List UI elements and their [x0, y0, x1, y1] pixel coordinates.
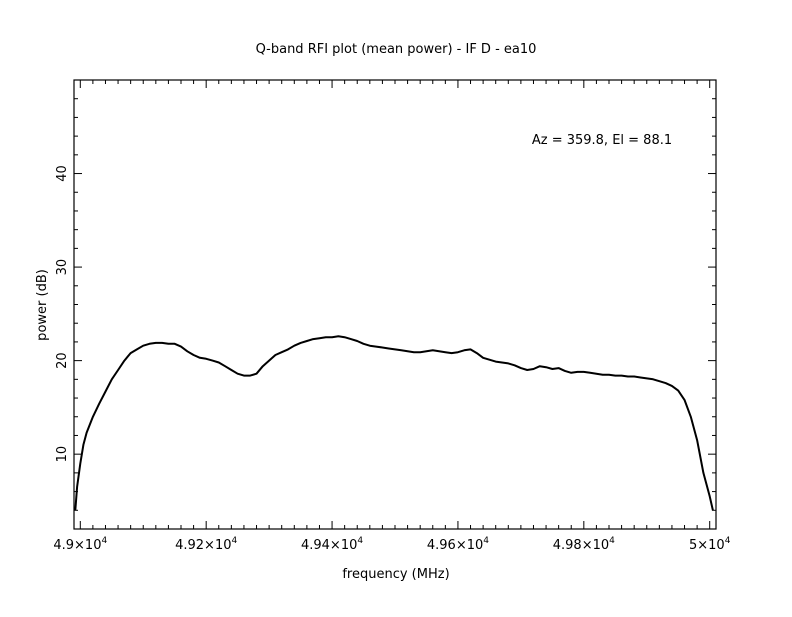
y-tick-label: 30: [55, 259, 70, 276]
x-tick-label: 5×104: [689, 536, 731, 553]
x-tick-base: 5×10: [689, 538, 725, 553]
y-tick-label: 20: [55, 352, 70, 369]
y-axis-label: power (dB): [35, 269, 50, 341]
x-tick-label: 4.9×104: [53, 536, 107, 553]
x-tick-base: 4.92×10: [175, 538, 231, 553]
x-tick-label: 4.94×104: [301, 536, 363, 553]
x-axis: 4.9×104 4.92×104 4.94×104 4.96×104 4.98×104 5…: [53, 80, 731, 553]
x-tick-exponent: 4: [609, 536, 615, 546]
az-el-annotation: Az = 359.8, El = 88.1: [532, 133, 672, 148]
x-axis-label: frequency (MHz): [342, 567, 449, 582]
x-tick-label: 4.92×104: [175, 536, 237, 553]
x-tick-exponent: 4: [232, 536, 238, 546]
y-tick-label: 40: [55, 165, 70, 182]
x-tick-label: 4.98×104: [553, 536, 615, 553]
y-tick-label: 10: [55, 446, 70, 463]
x-tick-base: 4.98×10: [553, 538, 609, 553]
x-tick-label: 4.96×104: [427, 536, 489, 553]
x-tick-base: 4.96×10: [427, 538, 483, 553]
x-tick-base: 4.94×10: [301, 538, 357, 553]
x-tick-exponent: 4: [101, 536, 107, 546]
x-tick-exponent: 4: [483, 536, 489, 546]
x-tick-base: 4.9×10: [53, 538, 101, 553]
y-axis: 10 20 30 40: [55, 98, 716, 511]
series-line: [74, 335, 714, 511]
chart-title: Q-band RFI plot (mean power) - IF D - ea…: [256, 42, 537, 57]
x-tick-exponent: 4: [725, 536, 731, 546]
x-tick-exponent: 4: [357, 536, 363, 546]
